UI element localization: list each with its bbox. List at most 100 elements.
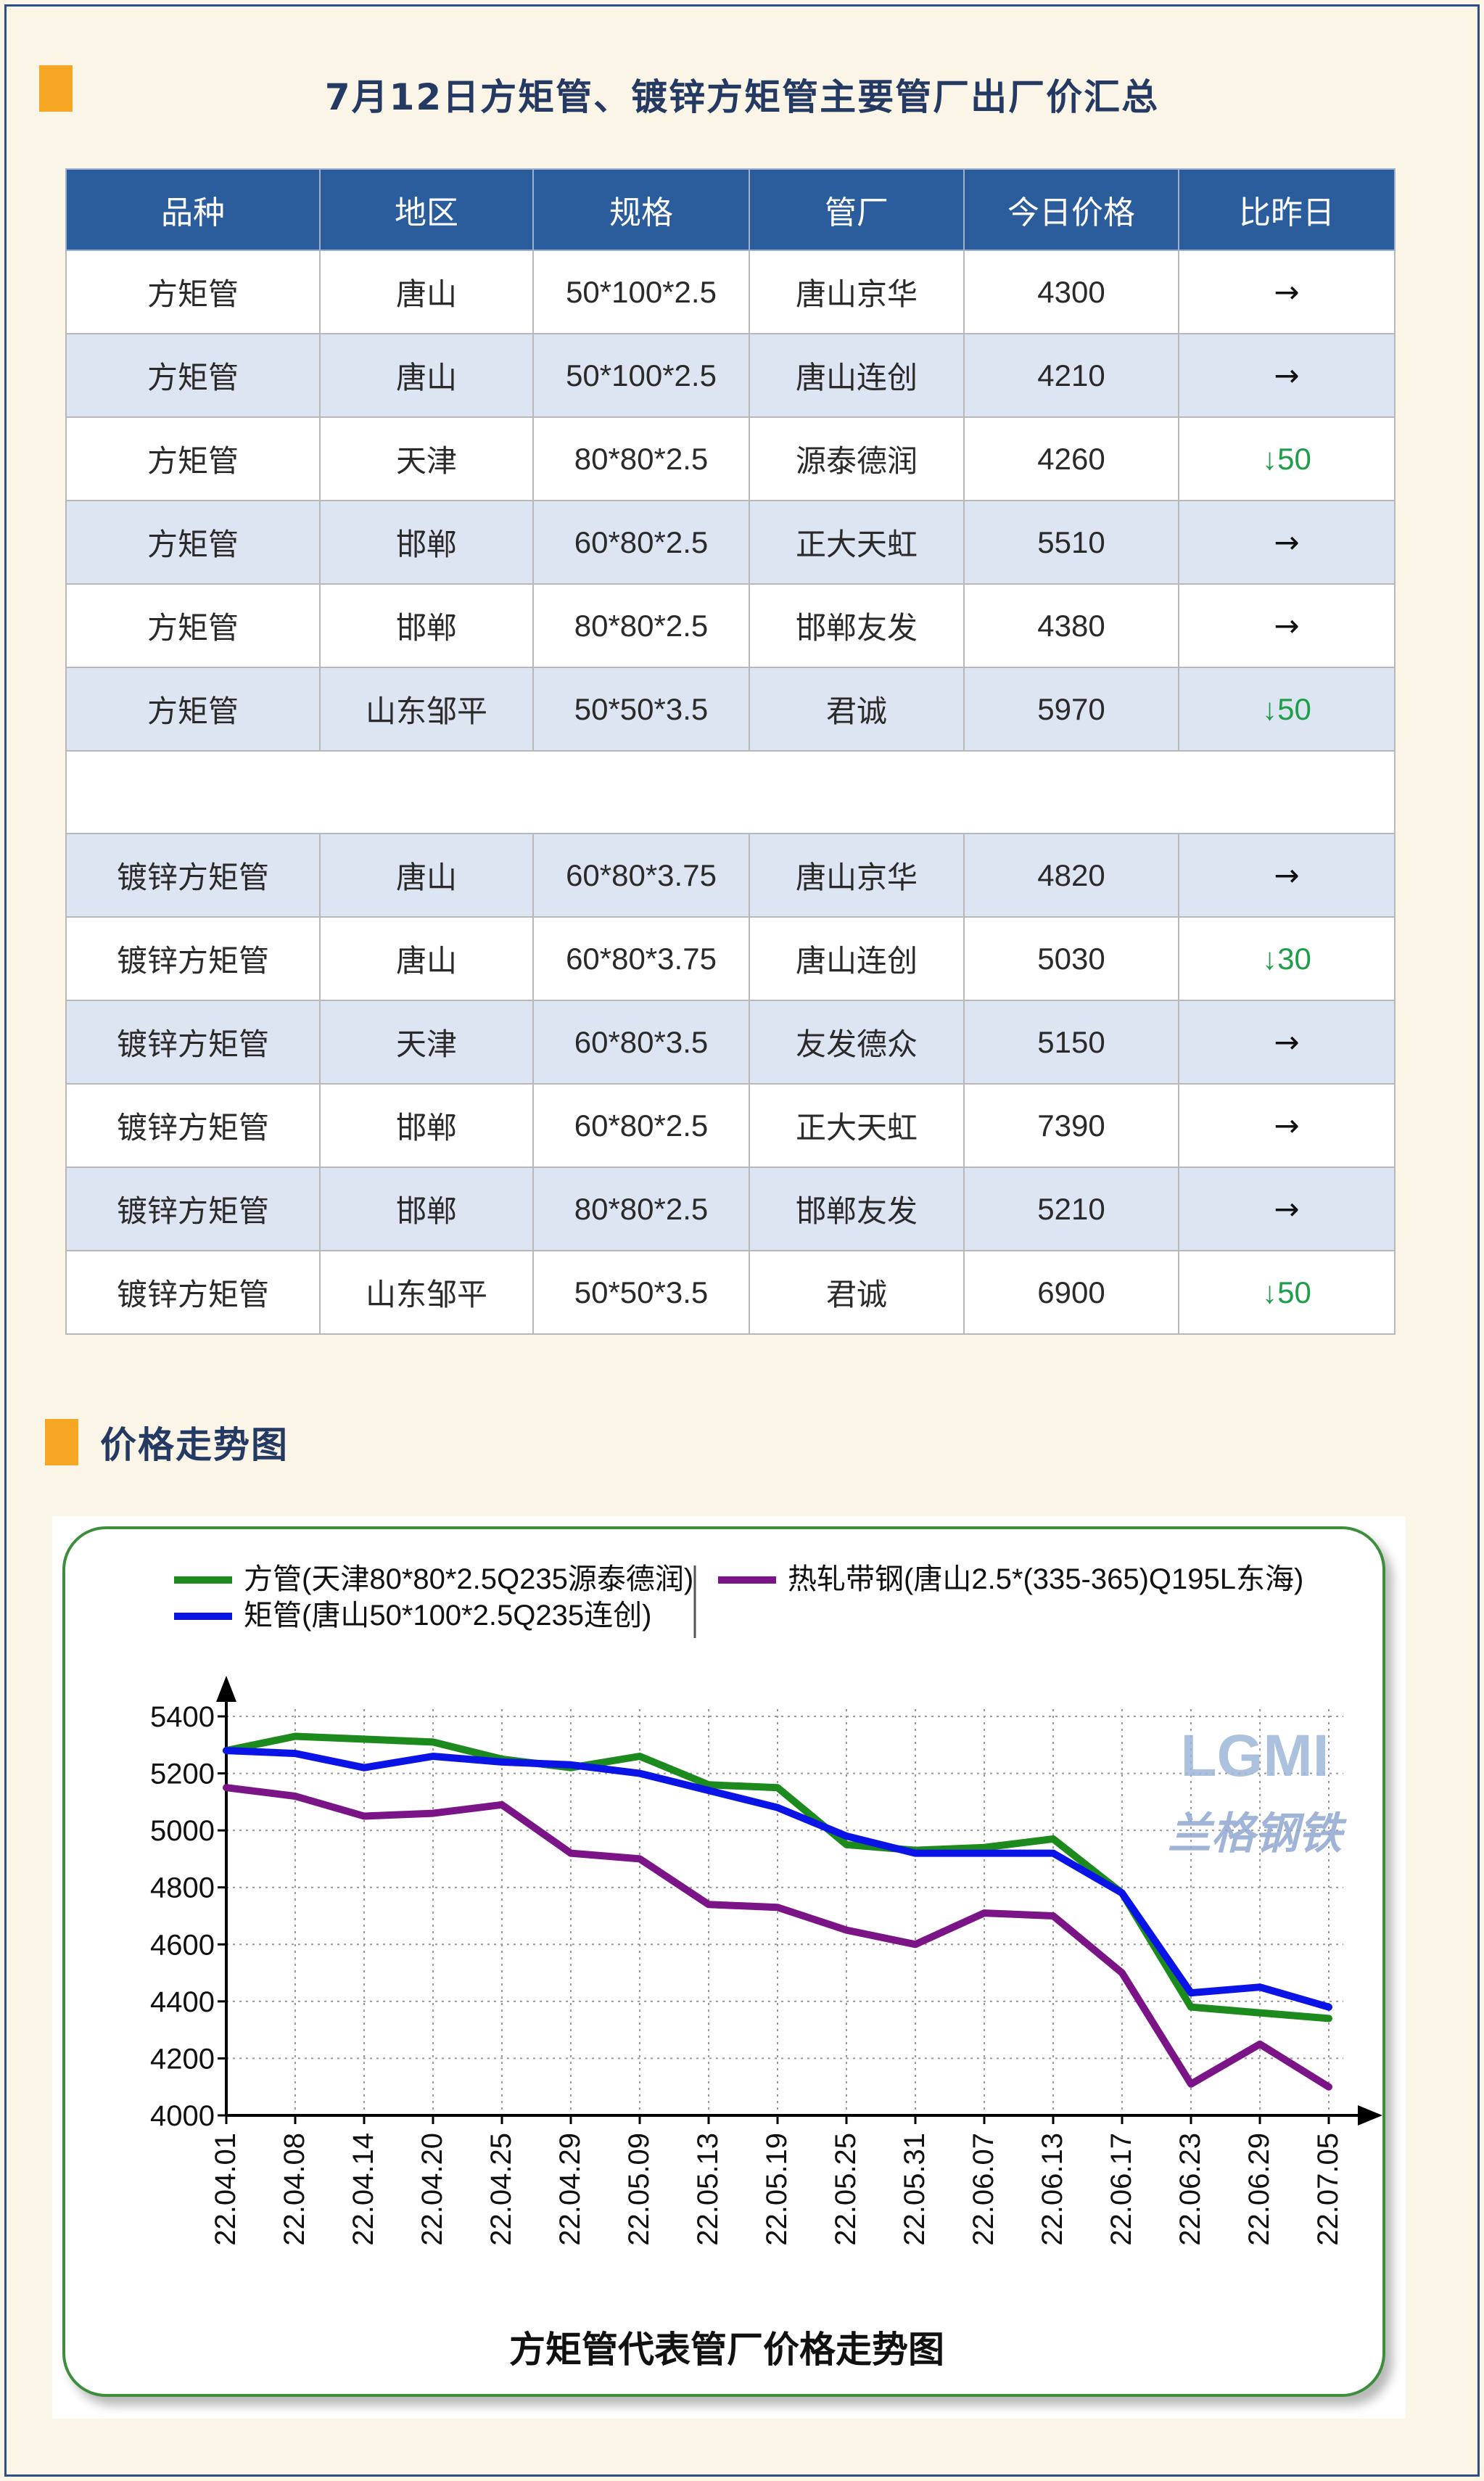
x-tick-label: 22.04.08 [279,2133,310,2246]
table-row: 镀锌方矩管 邯郸 60*80*2.5 正大天虹 7390 → [65,1083,1396,1168]
x-axis-arrow [1358,2105,1382,2126]
col-spec: 规格 [532,168,750,251]
cell-mill: 邯郸友发 [749,1167,965,1251]
cell-price: 4260 [963,416,1179,501]
cell-mill: 唐山京华 [749,833,965,918]
col-variety: 品种 [65,168,321,251]
y-tick-label: 5000 [150,1815,215,1847]
cell-variety: 方矩管 [65,667,321,752]
table-row: 镀锌方矩管 唐山 60*80*3.75 唐山连创 5030 ↓30 [65,916,1396,1001]
trend-section-title: 价格走势图 [100,1424,289,1466]
cell-spec: 80*80*2.5 [532,416,750,501]
cell-mill: 正大天虹 [749,500,965,585]
cell-spec: 80*80*2.5 [532,583,750,668]
cell-region: 邯郸 [319,500,534,585]
cell-spec: 50*50*3.5 [532,667,750,752]
cell-price: 4820 [963,833,1179,918]
cell-change: → [1178,583,1396,668]
watermark-logo: LGMI [1181,1723,1330,1789]
cell-price: 5210 [963,1167,1179,1251]
legend-label: 方管(天津80*80*2.5Q235源泰德润) [244,1563,693,1595]
cell-spec: 80*80*2.5 [532,1167,750,1251]
x-tick-label: 22.05.13 [692,2133,724,2246]
cell-change: → [1178,250,1396,334]
series-line-0 [223,1732,1332,2023]
accent-bar [39,65,73,112]
cell-variety: 方矩管 [65,583,321,668]
cell-variety: 方矩管 [65,250,321,334]
legend-label: 矩管(唐山50*100*2.5Q235连创) [244,1600,651,1632]
cell-mill: 唐山连创 [749,333,965,418]
separator-cell [65,750,1396,834]
title-marker [39,65,94,112]
cell-change: → [1178,1167,1396,1251]
table-header-row: 品种 地区 规格 管厂 今日价格 比昨日 [65,168,1396,251]
cell-variety: 镀锌方矩管 [65,1000,321,1085]
cell-mill: 源泰德润 [749,416,965,501]
cell-variety: 方矩管 [65,333,321,418]
col-change: 比昨日 [1178,168,1396,251]
table-row: 方矩管 邯郸 60*80*2.5 正大天虹 5510 → [65,500,1396,585]
y-tick-label: 5200 [150,1758,215,1790]
y-tick-label: 4600 [150,1929,215,1961]
cell-region: 天津 [319,1000,534,1085]
cell-spec: 50*100*2.5 [532,333,750,418]
cell-mill: 邯郸友发 [749,583,965,668]
table-row: 方矩管 山东邹平 50*50*3.5 君诚 5970 ↓50 [65,667,1396,752]
page-border [4,4,1480,2477]
x-tick-label: 22.04.25 [485,2133,517,2246]
y-axis-arrow [216,1676,236,1702]
table-row: 方矩管 邯郸 80*80*2.5 邯郸友发 4380 → [65,583,1396,668]
col-region: 地区 [319,168,534,251]
cell-mill: 唐山连创 [749,916,965,1001]
y-tick-label: 4400 [150,1986,215,2018]
y-tick-label: 4200 [150,2043,215,2075]
cell-price: 7390 [963,1083,1179,1168]
cell-change: ↓50 [1178,416,1396,501]
page-title: 7月12日方矩管、镀锌方矩管主要管厂出厂价汇总 [324,76,1160,118]
table-row: 方矩管 唐山 50*100*2.5 唐山京华 4300 → [65,250,1396,334]
cell-region: 邯郸 [319,1083,534,1168]
cell-region: 唐山 [319,250,534,334]
cell-spec: 50*50*3.5 [532,1250,750,1335]
series-line-1 [223,1747,1332,2011]
cell-variety: 方矩管 [65,500,321,585]
x-tick-label: 22.05.25 [830,2133,862,2246]
cell-spec: 60*80*3.5 [532,1000,750,1085]
cell-price: 5030 [963,916,1179,1001]
price-trend-chart: LGMI 兰格钢铁 4000 4200 4400 4600 4800 5000 5200 5400… [150,1563,1382,2370]
cell-spec: 60*80*2.5 [532,500,750,585]
watermark-text: 兰格钢铁 [1168,1809,1347,1858]
col-price: 今日价格 [963,168,1179,251]
cell-change: → [1178,1083,1396,1168]
table-row: 镀锌方矩管 天津 60*80*3.5 友发德众 5150 → [65,1000,1396,1085]
table-row: 镀锌方矩管 唐山 60*80*3.75 唐山京华 4820 → [65,833,1396,918]
cell-region: 唐山 [319,333,534,418]
cell-price: 4300 [963,250,1179,334]
cell-region: 山东邹平 [319,667,534,752]
cell-price: 4380 [963,583,1179,668]
chart-title: 方矩管代表管厂价格走势图 [509,2329,944,2370]
cell-change: → [1178,1000,1396,1085]
cell-variety: 镀锌方矩管 [65,916,321,1001]
separator-row [65,750,1396,834]
x-tick-label: 22.04.29 [554,2133,586,2246]
x-tick-label: 22.05.19 [761,2133,793,2246]
legend-label: 热轧带钢(唐山2.5*(335-365)Q195L东海) [788,1563,1303,1595]
cell-change: → [1178,500,1396,585]
price-table: 品种 地区 规格 管厂 今日价格 比昨日 方矩管 唐山 50*100*2.5 唐山京华… [65,168,1396,1335]
chart-panel: LGMI 兰格钢铁 4000 4200 4400 4600 4800 5000 5200 5400… [52,1516,1406,2419]
cell-mill: 唐山京华 [749,250,965,334]
cell-variety: 镀锌方矩管 [65,1167,321,1251]
x-tick-label: 22.05.09 [623,2133,655,2246]
y-tick-label: 4800 [150,1872,215,1904]
x-tick-label: 22.06.17 [1105,2133,1137,2246]
cell-mill: 君诚 [749,1250,965,1335]
x-tick-label: 22.06.13 [1036,2133,1068,2246]
y-tick-label: 4000 [150,2100,215,2132]
cell-variety: 方矩管 [65,416,321,501]
table-row: 方矩管 天津 80*80*2.5 源泰德润 4260 ↓50 [65,416,1396,501]
cell-region: 邯郸 [319,583,534,668]
cell-region: 山东邹平 [319,1250,534,1335]
x-tick-label: 22.04.20 [416,2133,448,2246]
